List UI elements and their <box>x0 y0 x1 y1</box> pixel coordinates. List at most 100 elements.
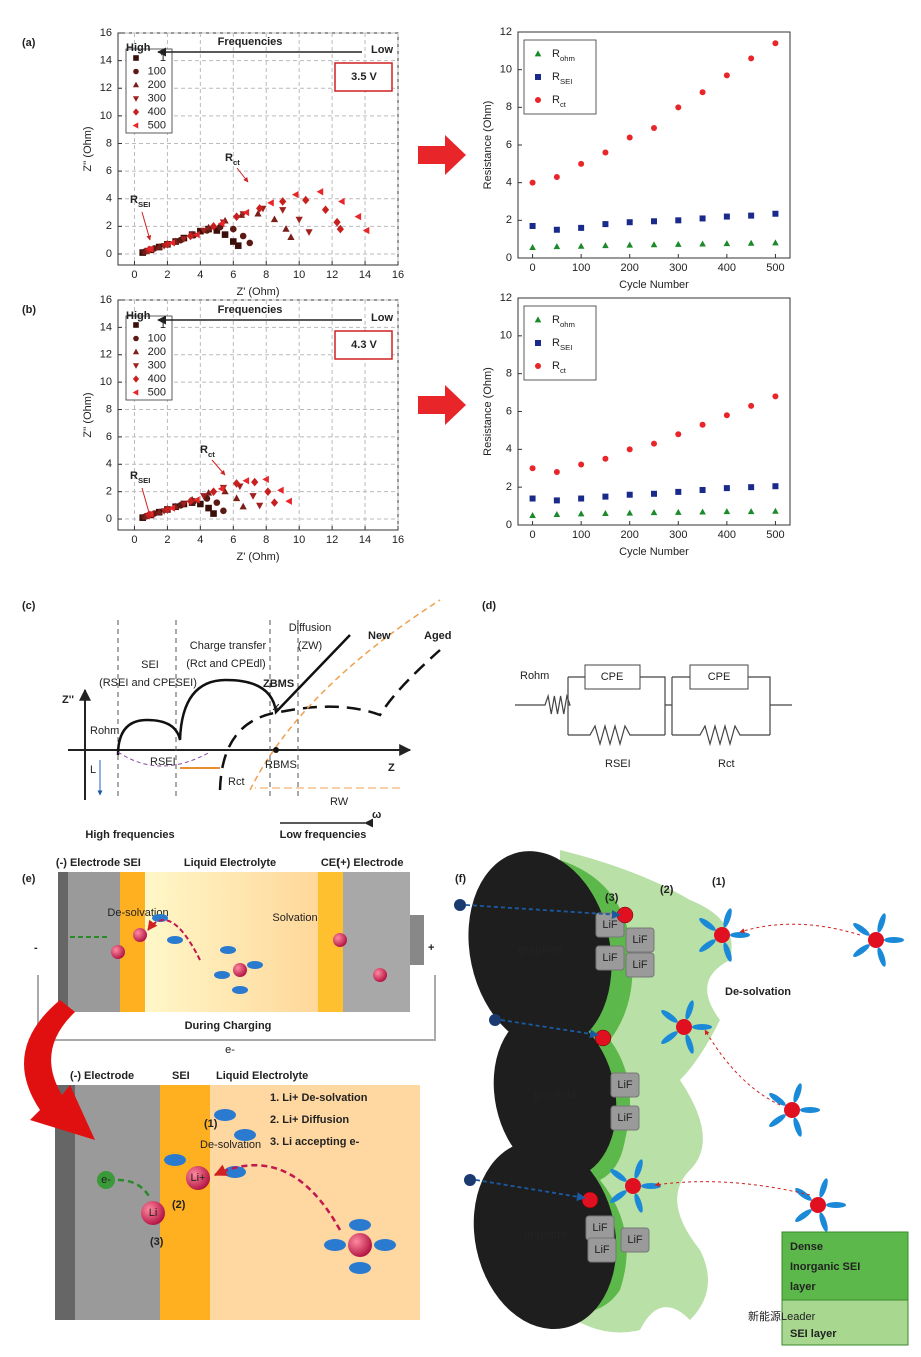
solvent <box>634 1193 643 1213</box>
ion <box>111 945 125 959</box>
point <box>254 209 262 217</box>
label: RSEI <box>605 758 631 770</box>
point <box>302 195 310 205</box>
label: layer <box>790 1281 816 1293</box>
y-axis-label: Resistance (Ohm) <box>482 101 494 190</box>
point <box>333 217 341 227</box>
x-tick-label: 14 <box>359 269 371 281</box>
label: De-solvation <box>725 986 791 998</box>
annotation: High <box>126 42 151 54</box>
graphite <box>468 851 612 1049</box>
solvent <box>349 1262 371 1274</box>
point <box>256 502 264 510</box>
cross-mark: ✕ <box>271 702 280 714</box>
y-tick-label: 12 <box>500 26 512 38</box>
point <box>203 495 211 502</box>
point <box>772 40 779 47</box>
label-main: R <box>130 470 138 482</box>
label: LiF <box>627 1234 643 1246</box>
point <box>133 322 139 328</box>
lif <box>620 1227 650 1253</box>
y-tick-label: 8 <box>506 368 512 380</box>
label: graphite <box>518 944 561 956</box>
annotation: RSEI <box>130 470 150 485</box>
point <box>277 486 284 494</box>
legend-label: 1 <box>160 319 166 331</box>
y-tick-label: 0 <box>106 248 112 260</box>
y-tick-label: 12 <box>100 82 112 94</box>
arrow <box>236 167 249 183</box>
point <box>316 188 324 196</box>
x-tick-label: 0 <box>131 534 137 546</box>
label: LiF <box>592 1222 608 1234</box>
legend-label: 500 <box>148 386 166 398</box>
point <box>180 236 188 243</box>
layer <box>160 1085 210 1320</box>
y-tick-label: 10 <box>100 110 112 122</box>
x-tick-label: 14 <box>359 534 371 546</box>
y-tick-label: 0 <box>506 519 512 531</box>
annotation: High <box>126 310 151 322</box>
label-sub: SEI <box>138 476 150 485</box>
point <box>529 465 536 472</box>
label: (3) <box>605 892 619 904</box>
label-sub: SEI <box>560 77 572 86</box>
x-tick-label: 10 <box>293 534 305 546</box>
legend-box <box>125 48 173 134</box>
x-tick-label: 200 <box>621 529 639 541</box>
solvent <box>800 1107 820 1113</box>
label: SEI <box>172 1070 190 1082</box>
legend-label: 100 <box>148 65 166 77</box>
ion <box>186 1166 210 1190</box>
y-tick-label: 12 <box>100 349 112 361</box>
x-tick-label: 2 <box>164 534 170 546</box>
x-tick-label: 16 <box>392 269 404 281</box>
point <box>577 242 585 249</box>
label: 3. Li accepting e- <box>270 1136 360 1148</box>
point <box>234 242 242 249</box>
point <box>772 210 779 217</box>
y-tick-label: 8 <box>106 403 112 415</box>
electron <box>489 1014 501 1026</box>
y-tick-label: 6 <box>506 139 512 151</box>
point <box>626 134 633 141</box>
y-tick-label: 0 <box>506 252 512 264</box>
arrow <box>475 1179 586 1202</box>
point <box>535 74 541 80</box>
arrow <box>704 1029 781 1106</box>
point <box>193 496 200 504</box>
point <box>132 122 139 129</box>
label: Li <box>149 1207 158 1219</box>
solvent <box>164 1154 186 1166</box>
y-tick-label: 6 <box>506 405 512 417</box>
label: (3) <box>150 1236 164 1248</box>
point <box>748 212 755 219</box>
solvent <box>641 1183 661 1189</box>
label: LiF <box>632 934 648 946</box>
solvent <box>793 1117 802 1137</box>
label: Rohm <box>90 725 119 737</box>
legend-box <box>125 315 173 401</box>
cpe-box <box>584 664 641 690</box>
solvent <box>214 971 230 979</box>
label-main: R <box>552 48 560 60</box>
y-axis-label: Resistance (Ohm) <box>482 367 494 456</box>
point <box>285 497 292 505</box>
annotation: Rct <box>200 444 215 459</box>
point <box>163 505 172 514</box>
point <box>602 493 609 500</box>
label: RSEI <box>150 756 176 768</box>
ion <box>784 1102 800 1118</box>
point <box>146 245 154 253</box>
x-tick-label: 100 <box>572 529 590 541</box>
point <box>213 499 221 506</box>
solvent <box>795 1209 812 1222</box>
point <box>291 190 299 199</box>
label-main: R <box>552 94 560 106</box>
label: Low frequencies <box>280 829 367 841</box>
legend-label: 100 <box>148 332 166 344</box>
layer <box>343 872 410 1012</box>
point <box>213 227 221 234</box>
solvent <box>214 1109 236 1121</box>
x-tick-label: 500 <box>766 262 784 274</box>
